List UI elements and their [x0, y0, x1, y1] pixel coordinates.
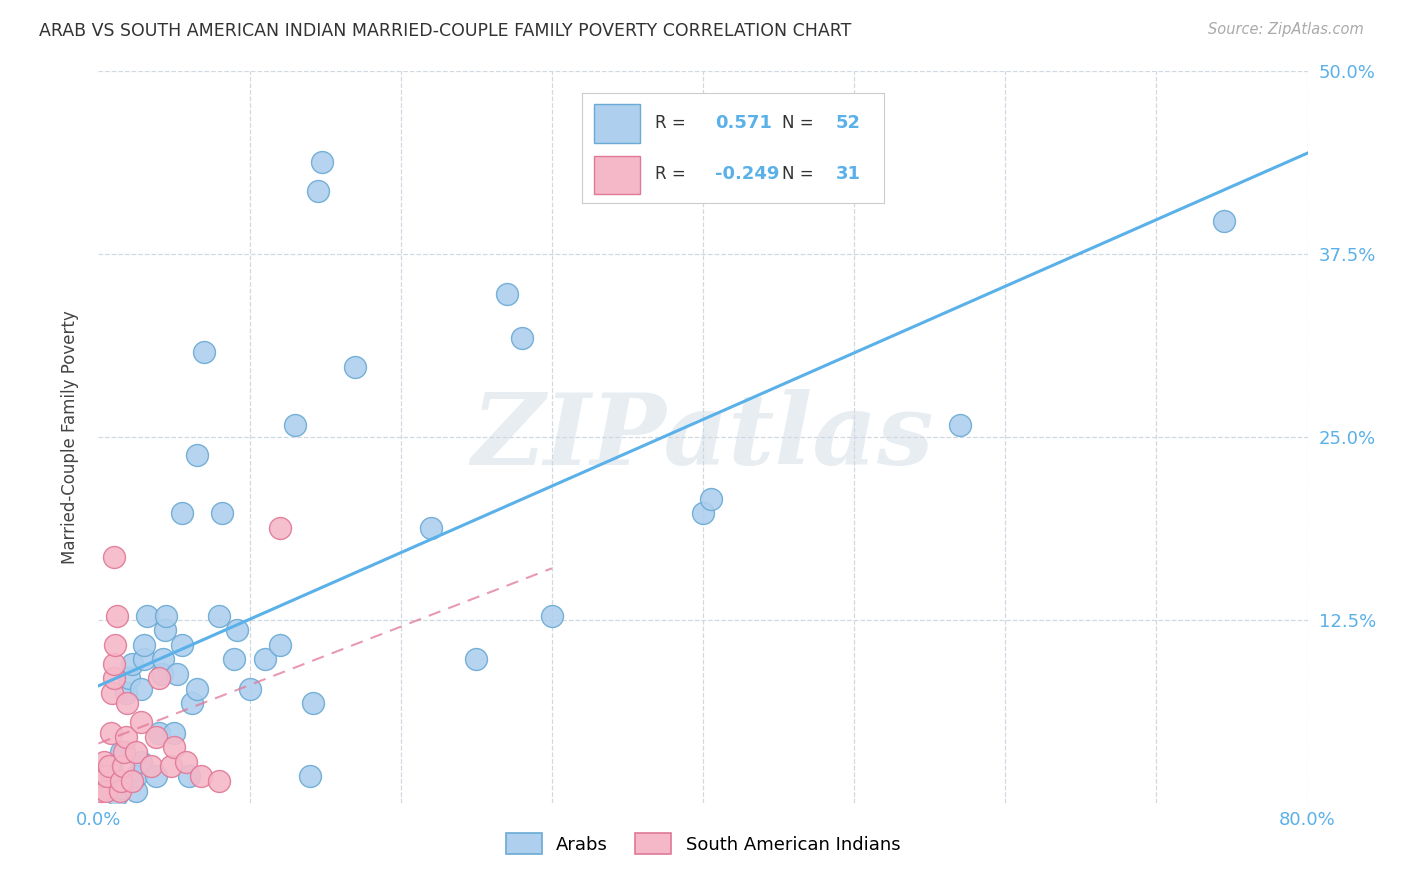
- Point: [114, 730, 136, 744]
- Point: [105, 608, 128, 623]
- Point: [465, 652, 488, 666]
- Text: ZIPatlas: ZIPatlas: [472, 389, 934, 485]
- Point: [211, 506, 233, 520]
- Point: [299, 769, 322, 783]
- Point: [190, 769, 212, 783]
- Point: [121, 657, 143, 671]
- Point: [193, 345, 215, 359]
- Point: [179, 769, 201, 783]
- Point: [125, 784, 148, 798]
- Point: [98, 759, 121, 773]
- Point: [103, 672, 125, 686]
- Point: [112, 745, 135, 759]
- Text: ARAB VS SOUTH AMERICAN INDIAN MARRIED-COUPLE FAMILY POVERTY CORRELATION CHART: ARAB VS SOUTH AMERICAN INDIAN MARRIED-CO…: [39, 22, 852, 40]
- Point: [100, 759, 122, 773]
- Point: [148, 672, 170, 686]
- Point: [110, 781, 132, 796]
- Point: [94, 773, 117, 788]
- Point: [125, 745, 148, 759]
- Point: [111, 759, 134, 773]
- Point: [150, 667, 173, 681]
- Point: [692, 506, 714, 520]
- Point: [420, 521, 443, 535]
- Y-axis label: Married-Couple Family Poverty: Married-Couple Family Poverty: [60, 310, 79, 564]
- Point: [132, 652, 155, 666]
- Point: [153, 623, 176, 637]
- Point: [129, 755, 152, 769]
- Point: [253, 652, 276, 666]
- Point: [181, 696, 204, 710]
- Point: [94, 784, 117, 798]
- Point: [110, 773, 132, 788]
- Point: [110, 745, 132, 759]
- Point: [239, 681, 262, 696]
- Point: [90, 784, 112, 798]
- Point: [174, 755, 197, 769]
- Point: [104, 638, 127, 652]
- Point: [108, 784, 131, 798]
- Point: [105, 789, 128, 803]
- Legend: Arabs, South American Indians: Arabs, South American Indians: [496, 824, 910, 863]
- Point: [163, 740, 186, 755]
- Point: [344, 359, 367, 374]
- Point: [103, 657, 125, 671]
- Point: [495, 286, 517, 301]
- Point: [226, 623, 249, 637]
- Point: [129, 715, 152, 730]
- Point: [114, 686, 136, 700]
- Point: [121, 773, 143, 788]
- Point: [186, 448, 208, 462]
- Point: [148, 725, 170, 739]
- Point: [96, 769, 118, 783]
- Point: [125, 769, 148, 783]
- Point: [170, 506, 193, 520]
- Point: [208, 773, 231, 788]
- Point: [135, 608, 157, 623]
- Point: [101, 686, 124, 700]
- Point: [145, 730, 167, 744]
- Point: [118, 672, 141, 686]
- Point: [510, 330, 533, 344]
- Point: [152, 652, 174, 666]
- Point: [163, 725, 186, 739]
- Point: [540, 608, 562, 623]
- Point: [155, 608, 177, 623]
- Point: [132, 638, 155, 652]
- Point: [166, 667, 188, 681]
- Point: [302, 696, 325, 710]
- Point: [129, 681, 152, 696]
- Point: [699, 491, 721, 506]
- Point: [160, 759, 183, 773]
- Point: [145, 769, 167, 783]
- Point: [311, 155, 333, 169]
- Point: [224, 652, 246, 666]
- Point: [91, 769, 114, 783]
- Text: Source: ZipAtlas.com: Source: ZipAtlas.com: [1208, 22, 1364, 37]
- Point: [269, 638, 291, 652]
- Point: [93, 755, 115, 769]
- Point: [100, 725, 122, 739]
- Point: [284, 418, 307, 433]
- Point: [141, 759, 163, 773]
- Point: [1213, 213, 1236, 227]
- Point: [307, 184, 329, 198]
- Point: [186, 681, 208, 696]
- Point: [170, 638, 193, 652]
- Point: [949, 418, 972, 433]
- Point: [269, 521, 291, 535]
- Point: [103, 549, 125, 564]
- Point: [208, 608, 231, 623]
- Point: [115, 696, 138, 710]
